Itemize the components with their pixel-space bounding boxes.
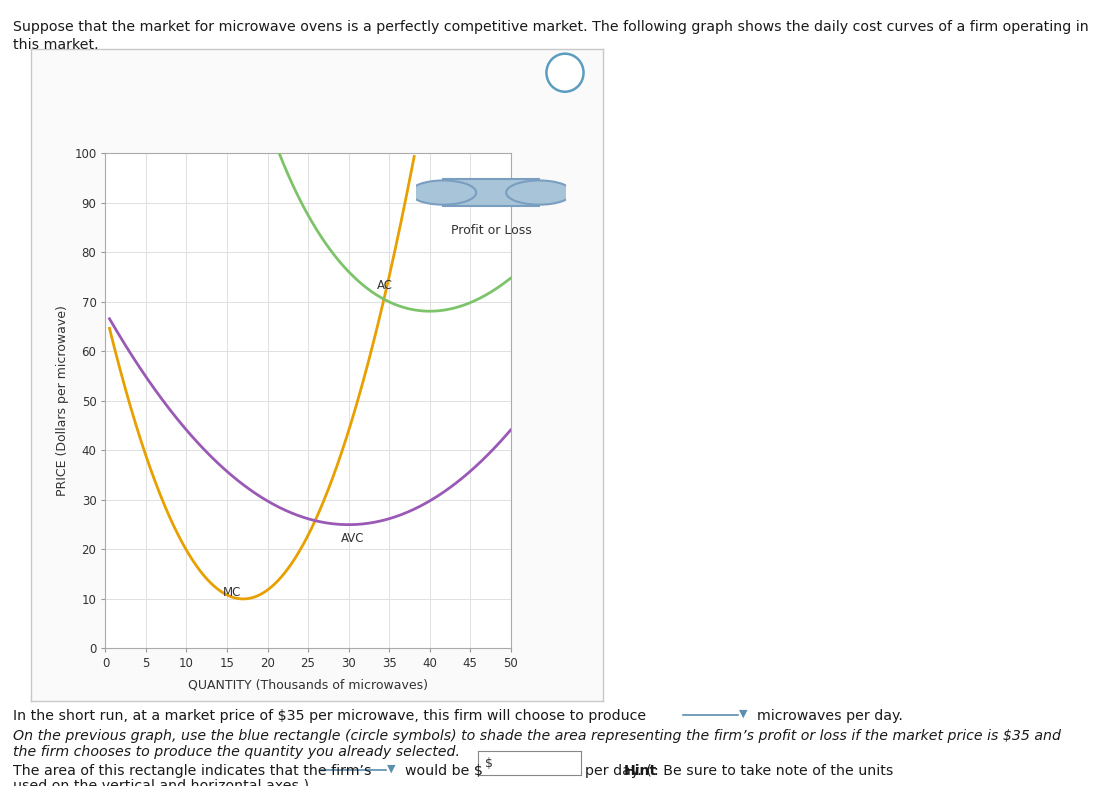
Text: AC: AC [377,280,393,292]
Circle shape [506,181,572,204]
Text: AVC: AVC [341,532,364,545]
Y-axis label: PRICE (Dollars per microwave): PRICE (Dollars per microwave) [56,306,69,496]
Text: The area of this rectangle indicates that the firm’s: The area of this rectangle indicates tha… [13,764,372,778]
Text: ?: ? [561,64,569,83]
Text: On the previous graph, use the blue rectangle (circle symbols) to shade the area: On the previous graph, use the blue rect… [13,729,1061,744]
Text: this market.: this market. [13,38,99,52]
X-axis label: QUANTITY (Thousands of microwaves): QUANTITY (Thousands of microwaves) [188,679,428,692]
Text: would be $: would be $ [405,764,483,778]
Circle shape [546,53,584,92]
Text: microwaves per day.: microwaves per day. [757,709,902,723]
Text: Hint: Hint [624,764,657,778]
Text: Profit or Loss: Profit or Loss [452,224,532,237]
Text: ▼: ▼ [387,764,396,774]
Text: per day. (: per day. ( [585,764,652,778]
Text: Suppose that the market for microwave ovens is a perfectly competitive market. T: Suppose that the market for microwave ov… [13,20,1089,34]
Text: ▼: ▼ [739,709,748,719]
Text: In the short run, at a market price of $35 per microwave, this firm will choose : In the short run, at a market price of $… [13,709,646,723]
Text: $: $ [485,757,493,769]
Text: MC: MC [223,586,241,600]
Circle shape [411,181,476,204]
Text: : Be sure to take note of the units: : Be sure to take note of the units [654,764,894,778]
Text: used on the vertical and horizontal axes.): used on the vertical and horizontal axes… [13,778,310,786]
FancyBboxPatch shape [443,178,539,206]
Text: the firm chooses to produce the quantity you already selected.: the firm chooses to produce the quantity… [13,745,461,759]
